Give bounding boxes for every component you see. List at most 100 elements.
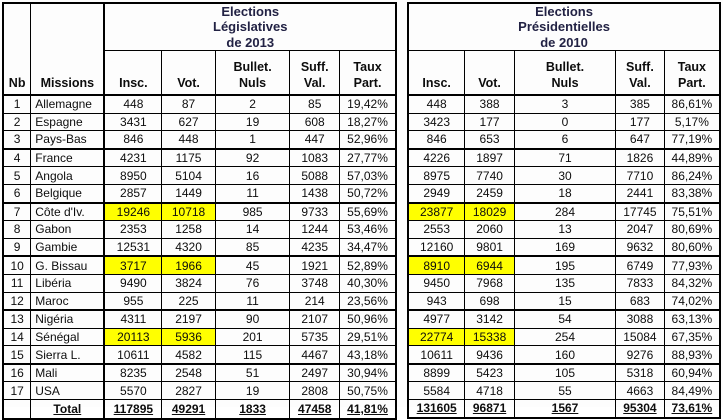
- cell-nuls: 115: [214, 345, 291, 365]
- cell-mission: France: [30, 148, 105, 168]
- cell-nuls: 11: [214, 183, 291, 204]
- cell-suff: 2808: [289, 381, 340, 401]
- table-row: 22774 15338 254 15084 67,35%: [407, 327, 721, 347]
- cell-mission: Allemagne: [30, 94, 105, 114]
- cell-suff: 1083: [289, 148, 340, 168]
- cell-insc: 117895: [103, 399, 163, 420]
- cell-suff: 1438: [289, 183, 340, 204]
- cell-suff: 214: [289, 291, 340, 312]
- col-header-nuls: Bullet. Nuls: [513, 49, 617, 96]
- cell-suff: 6749: [615, 255, 665, 275]
- cell-insc: 8950: [103, 166, 163, 185]
- cell-suff: 4663: [615, 381, 665, 401]
- table-row: 4 France 4231 1175 92 1083 27,77%: [2, 148, 397, 168]
- cell-insc: 846: [407, 130, 466, 150]
- cell-nb: 11: [2, 273, 32, 293]
- cell-nb: 15: [2, 345, 32, 365]
- cell-suff: 47458: [289, 399, 340, 420]
- cell-insc: 22774: [407, 327, 466, 347]
- table-row: 5584 4718 55 4663 84,49%: [407, 381, 721, 401]
- cell-taux: 27,77%: [338, 148, 397, 168]
- table-row: 5 Angola 8950 5104 16 5088 57,03%: [2, 166, 397, 185]
- cell-insc: 955: [103, 291, 163, 312]
- cell-suff: 9276: [615, 345, 665, 365]
- cell-mission: Maroc: [30, 291, 105, 312]
- cell-mission: Pays-Bas: [30, 130, 105, 150]
- cell-taux: 50,72%: [338, 183, 397, 204]
- cell-mission: Côte d'Iv.: [30, 202, 105, 222]
- col-header-nuls: Bullet. Nuls: [214, 49, 291, 96]
- col-header-insc: Insc.: [103, 49, 163, 96]
- cell-nb: 7: [2, 202, 32, 222]
- cell-mission: Angola: [30, 166, 105, 185]
- cell-nuls: 45: [214, 255, 291, 275]
- cell-vot: 5104: [161, 166, 216, 185]
- cell-insc: 19246: [103, 202, 163, 222]
- table-row: 4226 1897 71 1826 44,89%: [407, 148, 721, 168]
- presidentielles-2010-table: Elections Présidentielles de 2010 Insc. V…: [407, 2, 721, 419]
- table-row: 12160 9801 169 9632 80,60%: [407, 237, 721, 258]
- table-title-presidentielles: Elections Présidentielles de 2010: [407, 2, 721, 51]
- table-row: 2949 2459 18 2441 83,38%: [407, 183, 721, 204]
- cell-vot: 225: [161, 291, 216, 312]
- cell-nb: 8: [2, 220, 32, 239]
- cell-insc: 12531: [103, 237, 163, 258]
- cell-vot: 2548: [161, 363, 216, 383]
- cell-mission: Sierra L.: [30, 345, 105, 365]
- cell-taux: 52,96%: [338, 130, 397, 150]
- cell-suff: 2047: [615, 220, 665, 239]
- cell-insc: 448: [103, 94, 163, 114]
- cell-mission: Gabon: [30, 220, 105, 239]
- cell-nuls: 14: [214, 220, 291, 239]
- table-row: 1 Allemagne 448 87 2 85 19,42%: [2, 94, 397, 114]
- cell-nuls: 195: [513, 255, 617, 275]
- cell-taux: 52,89%: [338, 255, 397, 275]
- cell-vot: 87: [161, 94, 216, 114]
- cell-insc: 4311: [103, 309, 163, 329]
- table-row: 943 698 15 683 74,02%: [407, 291, 721, 312]
- cell-vot: 3824: [161, 273, 216, 293]
- cell-suff: 1244: [289, 220, 340, 239]
- cell-suff: 85: [289, 94, 340, 114]
- cell-nb: 2: [2, 112, 32, 132]
- cell-taux: 18,27%: [338, 112, 397, 132]
- cell-suff: 447: [289, 130, 340, 150]
- cell-nuls: 16: [214, 166, 291, 185]
- cell-vot: 2827: [161, 381, 216, 401]
- cell-vot: 448: [161, 130, 216, 150]
- cell-insc: 5584: [407, 381, 466, 401]
- cell-nuls: 15: [513, 291, 617, 312]
- cell-vot: 18029: [464, 202, 515, 222]
- table-row: 16 Mali 8235 2548 51 2497 30,94%: [2, 363, 397, 383]
- cell-taux: 41,81%: [338, 399, 397, 420]
- cell-taux: 77,93%: [663, 255, 721, 275]
- cell-suff: 385: [615, 94, 665, 114]
- subheader-row: Insc. Vot. Bullet. Nuls Suff. Val. Taux Part…: [407, 49, 721, 96]
- cell-vot: 653: [464, 130, 515, 150]
- cell-suff: 4235: [289, 237, 340, 258]
- cell-vot: 4582: [161, 345, 216, 365]
- cell-insc: 23877: [407, 202, 466, 222]
- cell-nuls: 160: [513, 345, 617, 365]
- cell-mission: Libéria: [30, 273, 105, 293]
- cell-suff: 2441: [615, 183, 665, 204]
- table-row: 9 Gambie 12531 4320 85 4235 34,47%: [2, 237, 397, 258]
- table-row: 8975 7740 30 7710 86,24%: [407, 166, 721, 185]
- cell-nuls: 3: [513, 94, 617, 114]
- cell-taux: 63,13%: [663, 309, 721, 329]
- cell-suff: 2107: [289, 309, 340, 329]
- cell-taux: 86,61%: [663, 94, 721, 114]
- cell-nuls: 6: [513, 130, 617, 150]
- cell-nuls: 985: [214, 202, 291, 222]
- cell-nuls: 76: [214, 273, 291, 293]
- cell-nuls: 30: [513, 166, 617, 185]
- subheader-row: Insc. Vot. Bullet. Nuls Suff. Val. Taux Part…: [3, 49, 397, 96]
- cell-nb: 9: [2, 237, 32, 258]
- table-row: 4977 3142 54 3088 63,13%: [407, 309, 721, 329]
- cell-nb: 16: [2, 363, 32, 383]
- table-row: 7 Côte d'Iv. 19246 10718 985 9733 55,69%: [2, 202, 397, 222]
- cell-taux: 34,47%: [338, 237, 397, 258]
- table-row: 3 Pays-Bas 846 448 1 447 52,96%: [2, 130, 397, 150]
- table-row: 448 388 3 385 86,61%: [407, 94, 721, 114]
